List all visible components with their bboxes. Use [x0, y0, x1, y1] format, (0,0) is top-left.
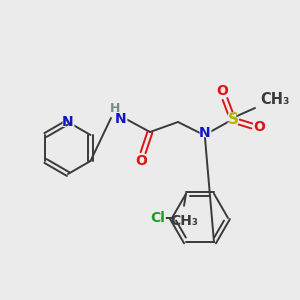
Text: O: O — [214, 82, 230, 100]
Text: O: O — [253, 120, 265, 134]
Text: H: H — [108, 99, 122, 117]
Text: Cl: Cl — [151, 211, 165, 225]
Text: CH₃: CH₃ — [170, 214, 198, 228]
Text: N: N — [199, 126, 211, 140]
Text: H: H — [110, 101, 120, 115]
Text: O: O — [251, 118, 267, 136]
Text: CH₃: CH₃ — [260, 92, 290, 107]
Text: N: N — [62, 115, 74, 129]
Text: O: O — [216, 84, 228, 98]
Text: N: N — [113, 110, 128, 128]
Text: O: O — [134, 152, 148, 170]
Text: S: S — [227, 112, 239, 128]
Text: Cl: Cl — [148, 209, 168, 227]
Text: N: N — [115, 112, 127, 126]
Text: S: S — [226, 110, 240, 130]
Text: N: N — [61, 113, 76, 131]
Text: O: O — [135, 154, 147, 168]
Text: N: N — [197, 124, 212, 142]
